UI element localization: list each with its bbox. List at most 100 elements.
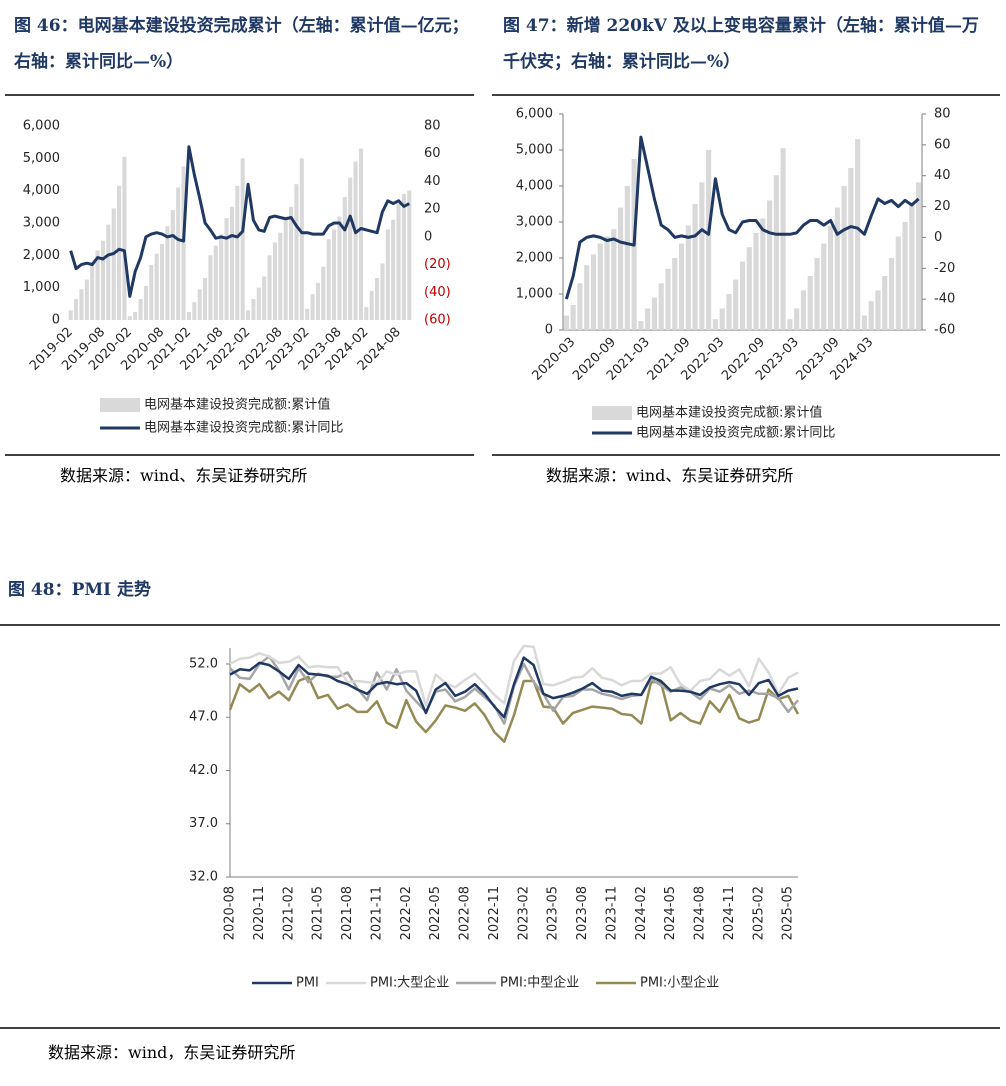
legend-swatch — [100, 398, 140, 412]
bar — [611, 229, 617, 330]
bar — [369, 290, 374, 320]
legend-label: PMI:小型企业 — [640, 975, 719, 991]
bar — [672, 258, 678, 330]
bar — [760, 218, 766, 330]
figure-title: 图 46：电网基本建设投资完成累计（左轴：累计值—亿元；右轴：累计同比—%） — [14, 16, 469, 72]
x-tick-label: 2025-02 — [751, 886, 766, 940]
bar — [645, 308, 651, 330]
bar — [685, 225, 691, 330]
x-tick-label: 2021-11 — [369, 886, 384, 940]
bar — [753, 232, 759, 330]
legend-label: PMI:中型企业 — [500, 975, 579, 991]
y-tick-label: 3,000 — [516, 215, 553, 230]
bar — [658, 283, 664, 330]
y-tick-label: 1,000 — [516, 287, 553, 302]
line-series — [229, 656, 799, 719]
legend-swatch — [592, 406, 632, 420]
bar — [855, 139, 861, 330]
bar — [251, 298, 256, 320]
bar — [834, 207, 840, 330]
x-tick-label: 2023-05 — [546, 886, 561, 940]
y-tick-label: 6,000 — [23, 119, 60, 134]
legend-label: PMI:大型企业 — [370, 975, 449, 991]
bar — [780, 148, 786, 330]
bar — [800, 290, 807, 330]
x-tick-label: 2020-03 — [529, 335, 578, 384]
bar — [597, 243, 603, 330]
bar — [348, 177, 353, 320]
bar — [902, 222, 908, 330]
bar — [289, 206, 294, 320]
y2-tick-label: 20 — [424, 202, 441, 217]
bar — [283, 216, 288, 320]
bar — [814, 258, 820, 330]
y-tick-label: 0 — [545, 323, 553, 338]
bar — [111, 208, 116, 320]
legend-label: 电网基本建设投资完成额:累计同比 — [144, 420, 343, 436]
x-tick-label: 2022-11 — [487, 886, 502, 940]
bar — [337, 216, 342, 320]
bar — [358, 148, 363, 320]
x-tick-label: 2023-02 — [516, 886, 531, 940]
bar — [117, 185, 122, 320]
bar — [84, 279, 89, 320]
y2-tick-label: -60 — [934, 323, 955, 338]
figure-title: 图 48：PMI 走势 — [8, 580, 152, 600]
y-tick-label: 5,000 — [23, 151, 60, 166]
bar — [267, 255, 272, 320]
bar — [342, 197, 347, 320]
bar — [235, 185, 240, 320]
bar — [197, 289, 202, 320]
y2-tick-label: 0 — [424, 229, 432, 244]
bar — [391, 219, 396, 320]
bar — [895, 236, 901, 330]
y-tick-label: 4,000 — [23, 183, 60, 198]
y-tick-label: 42.0 — [189, 763, 218, 778]
bar — [699, 182, 705, 330]
y2-tick-label: (20) — [424, 257, 451, 272]
y2-tick-label: 40 — [424, 174, 441, 189]
source: 数据来源：wind、东吴证券研究所 — [60, 466, 308, 485]
bar — [133, 311, 138, 320]
bar — [203, 277, 208, 320]
bar — [219, 234, 224, 320]
y-tick-label: 2,000 — [23, 248, 60, 263]
legend-label: 电网基本建设投资完成额:累计值 — [636, 405, 822, 421]
line-series — [229, 644, 799, 707]
x-tick-label: 2022-02 — [399, 886, 414, 940]
x-tick-label: 2021-02 — [281, 886, 296, 940]
bar — [100, 240, 105, 320]
bar — [106, 224, 111, 320]
y-tick-label: 3,000 — [23, 216, 60, 231]
bar — [821, 243, 827, 330]
bar — [224, 218, 229, 320]
bar — [848, 168, 854, 330]
bar — [746, 247, 752, 330]
y-tick-label: 52.0 — [189, 656, 218, 671]
bar — [882, 276, 888, 330]
y2-tick-label: 80 — [934, 107, 951, 122]
bar — [841, 186, 847, 330]
bar — [861, 315, 867, 330]
bar — [154, 253, 159, 320]
bar — [240, 158, 245, 320]
bar — [262, 276, 267, 320]
bar — [787, 319, 793, 330]
bar — [68, 310, 73, 320]
bar — [706, 150, 712, 330]
bar — [256, 287, 261, 320]
bar — [767, 200, 773, 330]
y2-tick-label: 40 — [934, 168, 951, 183]
bar — [278, 232, 283, 320]
bar — [310, 294, 315, 320]
x-tick-label: 2022-05 — [428, 886, 443, 940]
bar — [385, 229, 390, 320]
figure-title: 图 47：新增 220kV 及以上变电容量累计（左轴：累计值—万千伏安；右轴：累… — [503, 16, 979, 72]
bar — [326, 239, 331, 320]
bar — [396, 203, 401, 320]
bar — [380, 263, 385, 320]
bar — [149, 265, 154, 320]
x-tick-label: 2024-05 — [663, 886, 678, 940]
y2-tick-label: 60 — [424, 146, 441, 161]
y2-tick-label: 20 — [934, 199, 951, 214]
